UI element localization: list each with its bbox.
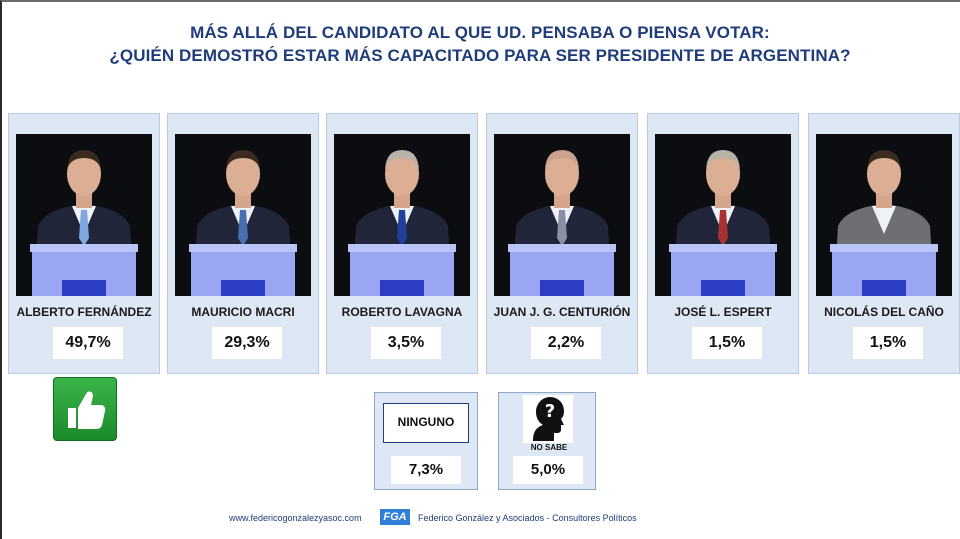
- candidate-name: ALBERTO FERNÁNDEZ: [16, 305, 152, 319]
- nosabe-label: NO SABE: [530, 443, 568, 452]
- candidate-photo: [16, 134, 152, 296]
- candidate-name: JOSÉ L. ESPERT: [674, 305, 772, 319]
- candidate-name: JUAN J. G. CENTURIÓN: [493, 305, 631, 319]
- candidate-card: ALBERTO FERNÁNDEZ 49,7%: [8, 113, 160, 374]
- candidate-card: NICOLÁS DEL CAÑO 1,5%: [808, 113, 960, 374]
- candidate-percentage: 1,5%: [853, 327, 923, 359]
- candidate-percentage: 2,2%: [531, 327, 601, 359]
- candidate-name: MAURICIO MACRI: [191, 305, 295, 319]
- candidate-card: JOSÉ L. ESPERT 1,5%: [647, 113, 799, 374]
- candidate-photo: [494, 134, 630, 296]
- nosabe-card: ? NO SABE 5,0%: [498, 392, 596, 490]
- candidate-photo: [334, 134, 470, 296]
- candidate-percentage: 1,5%: [692, 327, 762, 359]
- candidate-percentage: 3,5%: [371, 327, 441, 359]
- nosabe-percentage: 5,0%: [513, 456, 583, 484]
- chart-title-line1: MÁS ALLÁ DEL CANDIDATO AL QUE UD. PENSAB…: [190, 23, 770, 42]
- footer-url: www.federicogonzalezyasoc.com: [229, 513, 362, 523]
- question-head-icon: ?: [523, 395, 573, 443]
- ninguno-card: NINGUNO 7,3%: [374, 392, 478, 490]
- candidate-name: NICOLÁS DEL CAÑO: [824, 305, 944, 319]
- thumbs-up-icon: [53, 377, 117, 441]
- ninguno-label: NINGUNO: [383, 403, 469, 443]
- candidate-percentage: 29,3%: [212, 327, 282, 359]
- candidate-card: ROBERTO LAVAGNA 3,5%: [326, 113, 478, 374]
- candidate-card: MAURICIO MACRI 29,3%: [167, 113, 319, 374]
- footer-company: Federico González y Asociados - Consulto…: [418, 513, 637, 523]
- candidate-percentage: 49,7%: [53, 327, 123, 359]
- candidate-photo: [175, 134, 311, 296]
- fga-logo: FGA: [380, 509, 410, 525]
- ninguno-percentage: 7,3%: [391, 456, 461, 484]
- candidate-card: JUAN J. G. CENTURIÓN 2,2%: [486, 113, 638, 374]
- candidate-photo: [655, 134, 791, 296]
- candidate-photo: [816, 134, 952, 296]
- chart-title-line2: ¿QUIÉN DEMOSTRÓ ESTAR MÁS CAPACITADO PAR…: [109, 46, 851, 65]
- svg-text:?: ?: [545, 401, 555, 422]
- candidate-name: ROBERTO LAVAGNA: [341, 305, 463, 319]
